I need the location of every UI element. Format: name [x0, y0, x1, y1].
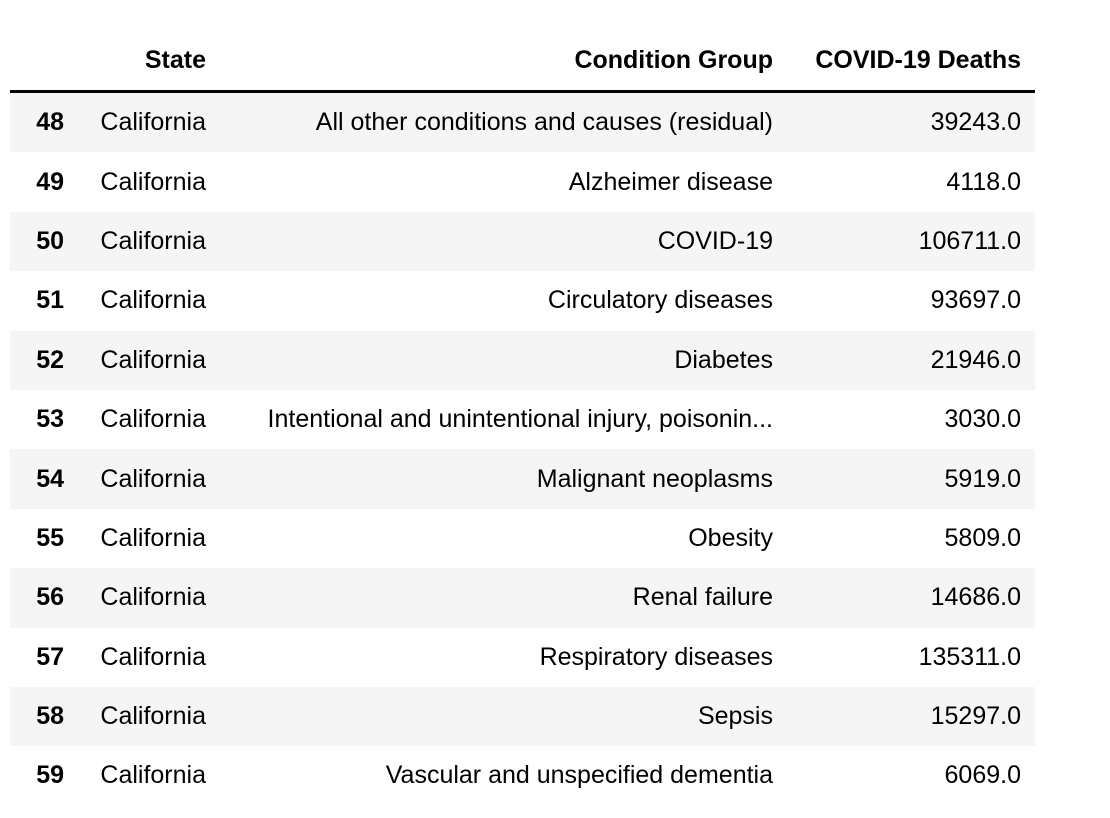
row-index: 58: [36, 702, 64, 731]
cell-condition-group: Respiratory diseases: [539, 642, 773, 671]
cell-state: California: [100, 464, 206, 493]
row-index: 48: [36, 108, 64, 137]
cell-condition-group: Sepsis: [697, 702, 773, 731]
cell-state: California: [100, 345, 206, 374]
cell-covid-deaths: 15297.0: [930, 702, 1021, 731]
row-index: 51: [36, 286, 64, 315]
cell-state: California: [100, 523, 206, 552]
header-row: State Condition Group COVID-19 Deaths: [10, 31, 1035, 93]
table-row: 53 California Intentional and unintentio…: [10, 389, 1035, 450]
cell-condition-group: Diabetes: [674, 345, 773, 374]
cell-state: California: [100, 583, 206, 612]
row-index: 49: [36, 167, 64, 196]
row-index: 57: [36, 642, 64, 671]
table-row: 51 California Circulatory diseases 93697…: [10, 271, 1035, 331]
table-header: State Condition Group COVID-19 Deaths: [10, 31, 1035, 93]
cell-condition-group: Obesity: [688, 523, 773, 552]
cell-state: California: [100, 405, 206, 434]
dataframe-table: State Condition Group COVID-19 Deaths 48…: [10, 31, 1035, 806]
table-row: 49 California Alzheimer disease 4118.0: [10, 152, 1035, 212]
cell-state: California: [100, 226, 206, 255]
cell-condition-group: Renal failure: [632, 583, 773, 612]
row-index: 59: [36, 761, 64, 790]
cell-covid-deaths: 39243.0: [930, 108, 1021, 137]
row-index: 53: [36, 405, 64, 434]
header-condition-group: Condition Group: [220, 31, 787, 93]
table-row: 55 California Obesity 5809.0: [10, 508, 1035, 569]
cell-condition-group: COVID-19: [657, 226, 773, 255]
cell-state: California: [100, 108, 206, 137]
table-row: 56 California Renal failure 14686.0: [10, 568, 1035, 628]
cell-condition-group: Vascular and unspecified dementia: [385, 761, 773, 790]
header-covid-deaths: COVID-19 Deaths: [787, 31, 1035, 93]
header-index: [10, 31, 78, 93]
row-index: 55: [36, 523, 64, 552]
cell-state: California: [100, 702, 206, 731]
table-row: 48 California All other conditions and c…: [10, 91, 1035, 153]
cell-state: California: [100, 761, 206, 790]
header-state: State: [78, 31, 220, 93]
cell-covid-deaths: 93697.0: [930, 286, 1021, 315]
cell-condition-group: All other conditions and causes (residua…: [315, 108, 773, 137]
cell-condition-group: Circulatory diseases: [547, 286, 773, 315]
table-row: 54 California Malignant neoplasms 5919.0: [10, 449, 1035, 509]
row-index: 56: [36, 583, 64, 612]
cell-state: California: [100, 286, 206, 315]
cell-covid-deaths: 106711.0: [918, 226, 1021, 255]
table-row: 58 California Sepsis 15297.0: [10, 686, 1035, 747]
table-row: 57 California Respiratory diseases 13531…: [10, 627, 1035, 687]
table-body: 48 California All other conditions and c…: [10, 91, 1035, 806]
cell-state: California: [100, 167, 206, 196]
row-index: 52: [36, 345, 64, 374]
row-index: 50: [36, 226, 64, 255]
cell-covid-deaths: 5919.0: [944, 464, 1021, 493]
row-index: 54: [36, 464, 64, 493]
cell-covid-deaths: 135311.0: [918, 642, 1021, 671]
table-row: 59 California Vascular and unspecified d…: [10, 746, 1035, 806]
table-row: 50 California COVID-19 106711.0: [10, 211, 1035, 272]
cell-state: California: [100, 642, 206, 671]
cell-condition-group: Alzheimer disease: [568, 167, 773, 196]
cell-covid-deaths: 6069.0: [944, 761, 1021, 790]
cell-covid-deaths: 4118.0: [946, 167, 1021, 196]
dataframe-container: State Condition Group COVID-19 Deaths 48…: [10, 31, 1035, 806]
cell-condition-group: Malignant neoplasms: [536, 464, 773, 493]
cell-covid-deaths: 14686.0: [930, 583, 1021, 612]
cell-covid-deaths: 3030.0: [944, 405, 1021, 434]
cell-condition-group: Intentional and unintentional injury, po…: [267, 405, 773, 434]
cell-covid-deaths: 21946.0: [930, 345, 1021, 374]
cell-covid-deaths: 5809.0: [944, 523, 1021, 552]
table-row: 52 California Diabetes 21946.0: [10, 330, 1035, 390]
